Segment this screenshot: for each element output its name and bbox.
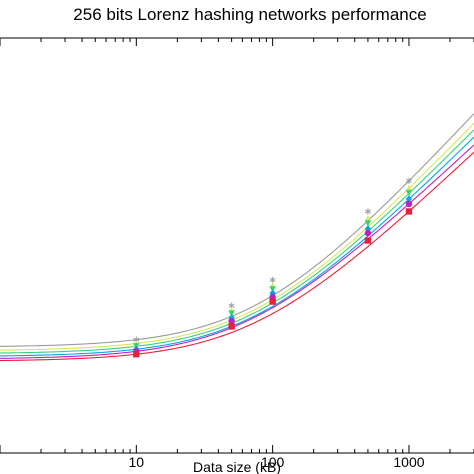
series-curves (0, 113, 474, 362)
data-point (405, 190, 413, 197)
series-curve (0, 136, 474, 357)
series-curve (0, 144, 474, 359)
x-tick-label: 10 (129, 454, 145, 470)
data-point (405, 208, 413, 215)
data-point (269, 286, 276, 293)
series-curve (0, 129, 474, 354)
series-curve (0, 113, 474, 347)
data-point (228, 323, 235, 330)
data-point (228, 317, 235, 325)
data-point (228, 310, 235, 317)
data-point (405, 195, 413, 203)
data-point (405, 177, 412, 184)
data-point (364, 229, 372, 237)
data-point (133, 351, 140, 358)
data-point (364, 237, 372, 244)
data-point (364, 220, 372, 227)
x-tick-label: 100 (261, 454, 285, 470)
data-point (364, 215, 372, 222)
data-point (364, 208, 371, 215)
x-axis-label: Data size (kB) (193, 459, 281, 474)
data-point (405, 200, 413, 208)
chart-title: 256 bits Lorenz hashing networks perform… (73, 5, 426, 24)
series-markers (133, 177, 413, 358)
x-axis-ticks: 10 100 1000 (0, 38, 474, 470)
series-curve (0, 151, 474, 362)
series-curve (0, 122, 474, 351)
data-point (269, 276, 276, 284)
data-point (269, 298, 276, 305)
x-tick-label: 1000 (393, 454, 424, 470)
plot-frame (0, 37, 474, 454)
data-point (405, 185, 413, 192)
